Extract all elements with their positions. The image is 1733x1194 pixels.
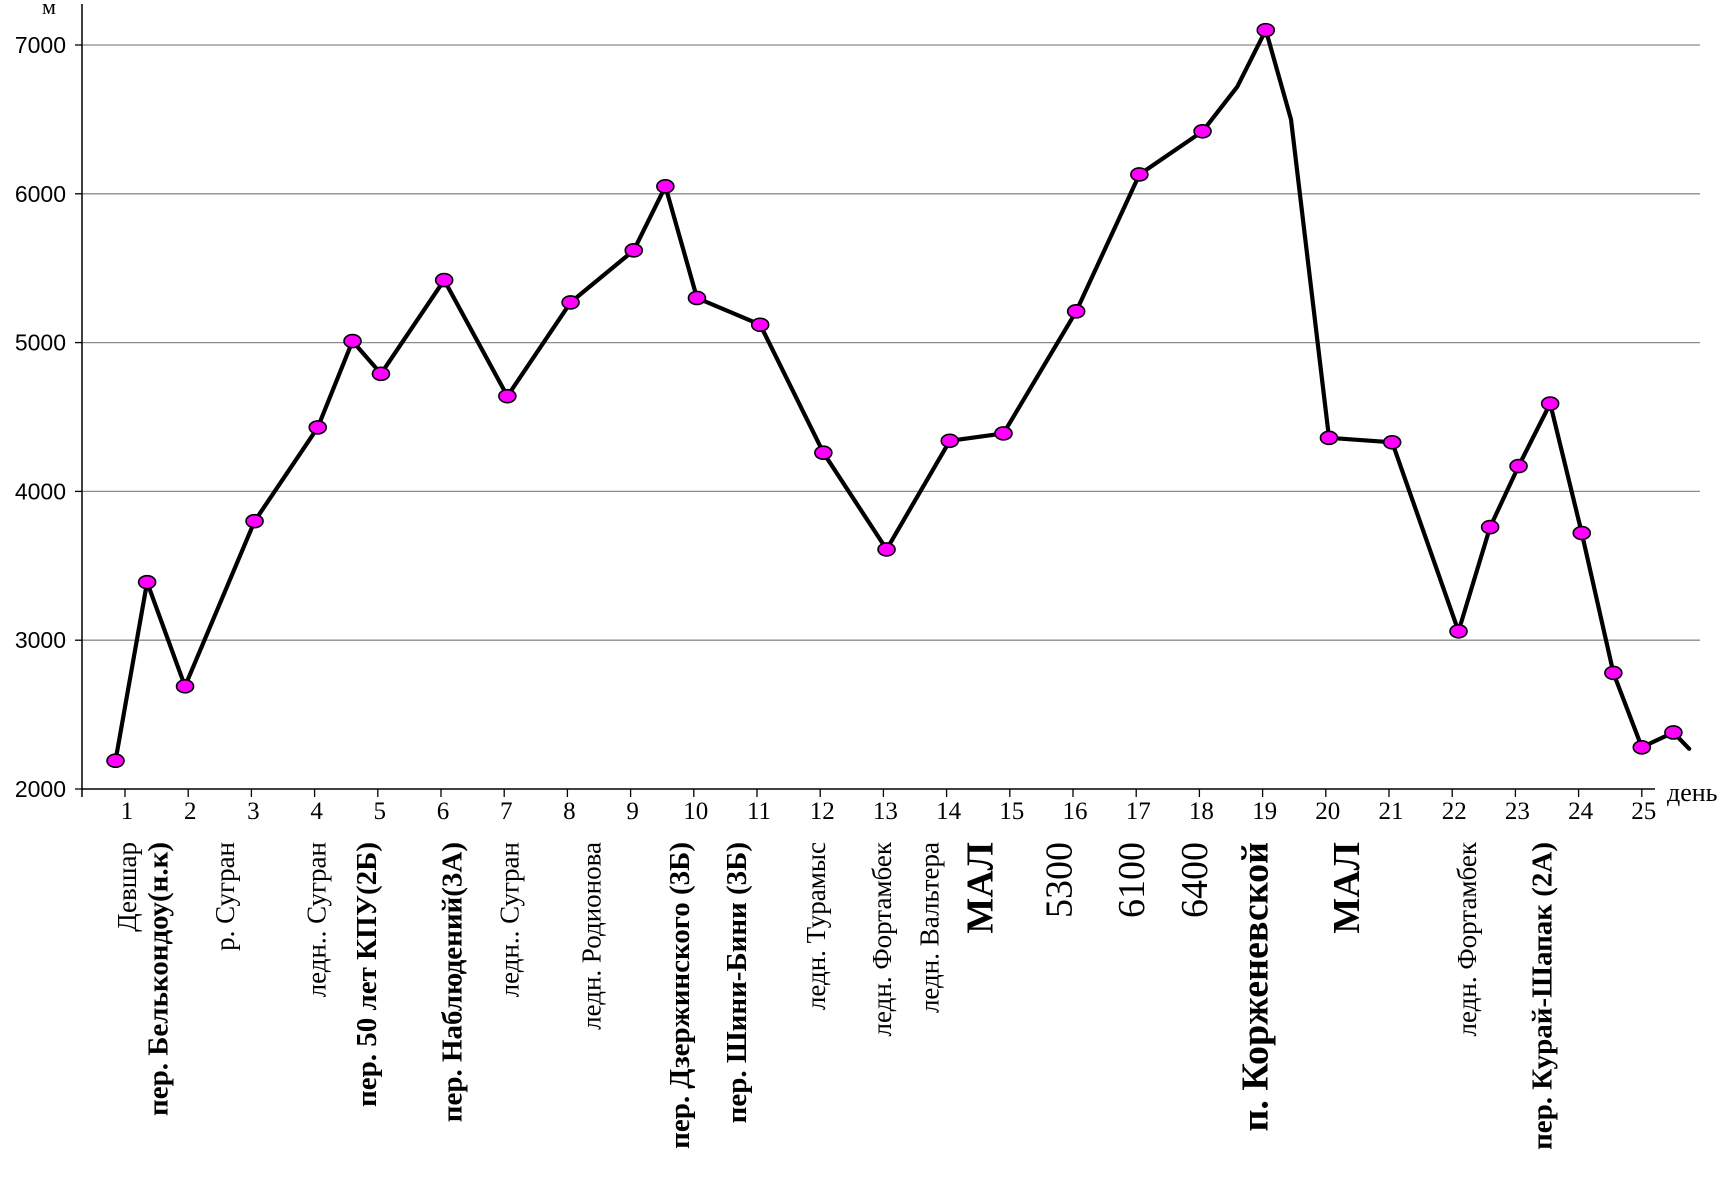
data-point-marker [1664,725,1683,740]
series-line-group [113,28,1692,763]
data-point-marker [175,679,195,694]
x-tick-label: 10 [683,798,708,825]
place-label: 6100 [1111,842,1153,918]
data-point-marker [1319,430,1339,446]
x-axis-unit-label: день [1667,778,1718,807]
x-tick-label: 6 [437,798,450,825]
data-point-marker [1256,22,1276,38]
x-tick-label: 15 [999,798,1024,825]
place-label: Девшар [112,842,142,932]
data-point-marker [434,272,454,288]
data-point-marker [814,445,833,461]
y-tick-label: 2000 [15,776,66,802]
place-label: 6400 [1174,842,1216,918]
place-labels: Девшар пер. Белькондоу(н.к) р. Сугран ледн.… [112,841,1559,1150]
place-label: ледн. Родионова [577,842,607,1030]
x-tick-label: 21 [1379,798,1404,825]
x-tick-label: 14 [936,798,962,825]
data-point-marker [1604,665,1623,681]
x-tick-label: 4 [310,798,323,825]
data-point-marker [940,433,960,449]
x-tick-label: 8 [563,798,576,825]
x-tick-label: 13 [873,798,898,825]
place-label: р. Сугран [210,842,240,951]
data-point-marker [877,542,896,557]
data-point-marker [561,295,580,310]
axes [75,4,1655,797]
y-tick-label: 3000 [15,627,66,653]
data-point-marker [750,317,770,333]
data-point-marker [1572,525,1592,541]
place-label: пер. Дзержинского (3Б) [664,842,696,1149]
data-point-marker [1449,623,1468,639]
y-tick-label: 4000 [15,478,66,504]
data-point-marker [1130,167,1149,182]
place-label: пер. Белькондоу(н.к) [143,842,175,1116]
place-label: МАЛ [1326,842,1368,934]
x-tick-label: 18 [1189,798,1214,825]
data-point-marker [245,513,264,529]
x-tick-label: 1 [121,798,134,825]
place-label: ледн. Фортамбек [867,841,897,1036]
y-tick-label: 7000 [15,32,66,58]
data-point-marker [624,243,644,258]
data-point-marker [1382,434,1402,450]
series-markers [106,22,1683,769]
altitude-line [113,28,1692,763]
x-tick-label: 16 [1063,798,1088,825]
y-tick-label: 6000 [15,181,66,207]
data-point-marker [1193,124,1212,139]
data-point-marker [687,290,707,306]
place-label: 5300 [1038,842,1080,918]
data-point-marker [656,179,675,194]
x-tick-label: 11 [747,798,771,825]
x-tick-label: 19 [1252,798,1277,825]
x-tick-label: 2 [184,798,197,825]
x-tick-label: 5 [374,798,387,825]
place-label: ледн.. Сугран [302,842,332,997]
place-label: пер. Наблюдений(3А) [437,842,469,1122]
data-point-marker [1540,396,1560,411]
place-label: ледн. Фортамбек [1452,841,1482,1036]
x-tick-label: 23 [1505,798,1530,825]
data-point-marker [343,333,362,349]
place-label: пер. Шини-Бини (3Б) [721,842,753,1123]
data-point-marker [1066,304,1086,319]
data-point-marker [994,426,1013,441]
place-label: п. Корженевской [1234,842,1276,1132]
place-label: ледн. Турамыс [801,842,831,1010]
x-tick-label: 9 [626,798,639,825]
data-point-marker [1632,740,1652,755]
y-axis-unit-label: м [42,0,56,19]
data-point-marker [1509,458,1528,474]
data-point-marker [308,420,328,435]
x-tick-label: 24 [1568,798,1594,825]
data-point-marker [371,366,391,382]
place-label: ледн. Вальтера [915,842,945,1013]
x-tick-label: 3 [247,798,260,825]
x-tick-label: 17 [1126,798,1151,825]
x-tick-label: 20 [1315,798,1340,825]
x-tick-label: 12 [810,798,835,825]
y-tick-label: 5000 [15,330,66,356]
place-label: пер. 50 лет КПУ(2Б) [351,842,383,1107]
x-tick-labels: 1 2 3 4 5 6 7 8 9 10 11 12 13 14 15 16 17 18 19 20 21 22 23 24 2… [121,798,1657,825]
x-tick-label: 25 [1631,798,1656,825]
place-label: ледн.. Сугран [494,842,524,997]
data-point-marker [137,574,157,590]
x-tick-label: 7 [500,798,513,825]
place-label: МАЛ [959,842,1001,934]
x-tick-label: 22 [1442,798,1467,825]
data-point-marker [106,753,125,769]
data-point-marker [1480,519,1500,535]
place-label: пер. Курай-Шапак (2А) [1527,842,1559,1150]
data-point-marker [498,388,517,404]
y-tick-labels: 2000 3000 4000 5000 6000 7000 [15,32,66,802]
